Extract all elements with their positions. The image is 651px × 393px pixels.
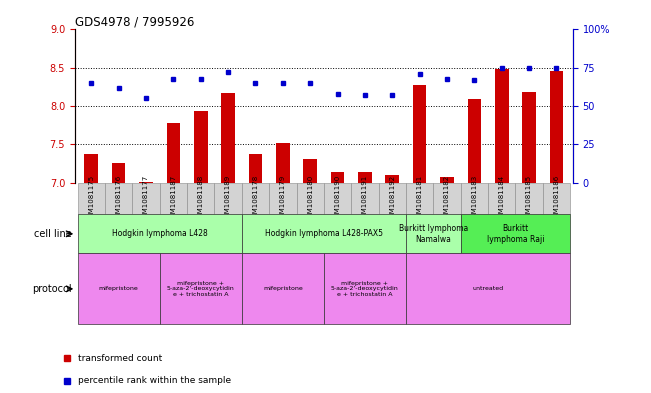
Bar [139, 182, 153, 183]
Bar [221, 93, 235, 183]
Text: GSM1081182: GSM1081182 [444, 175, 450, 222]
Bar [495, 68, 508, 183]
Text: GSM1081186: GSM1081186 [553, 175, 559, 222]
Text: mifepristone +
5-aza-2'-deoxycytidin
e + trichostatin A: mifepristone + 5-aza-2'-deoxycytidin e +… [331, 281, 399, 297]
Bar [269, 183, 296, 214]
Bar [276, 143, 290, 183]
Text: GSM1081179: GSM1081179 [280, 175, 286, 222]
Bar [413, 84, 426, 183]
Bar [132, 183, 159, 214]
Bar [385, 175, 399, 183]
Text: GSM1081183: GSM1081183 [471, 175, 477, 222]
Bar [331, 172, 344, 183]
Text: GDS4978 / 7995926: GDS4978 / 7995926 [75, 15, 194, 28]
Bar [77, 214, 242, 253]
Bar [488, 183, 516, 214]
Bar [159, 253, 242, 324]
Bar [516, 183, 543, 214]
Bar [549, 71, 563, 183]
Text: GSM1081181: GSM1081181 [417, 175, 422, 222]
Bar [461, 183, 488, 214]
Bar [303, 159, 317, 183]
Bar [379, 183, 406, 214]
Text: GSM1081176: GSM1081176 [116, 175, 122, 222]
Text: mifepristone: mifepristone [99, 286, 139, 291]
Bar [242, 214, 406, 253]
Bar [324, 183, 352, 214]
Bar [159, 183, 187, 214]
Text: untreated: untreated [473, 286, 504, 291]
Bar [77, 183, 105, 214]
Bar [406, 183, 434, 214]
Text: Hodgkin lymphoma L428: Hodgkin lymphoma L428 [112, 230, 208, 238]
Bar [324, 253, 406, 324]
Text: protocol: protocol [32, 284, 72, 294]
Text: GSM1081191: GSM1081191 [362, 175, 368, 222]
Bar [112, 163, 126, 183]
Text: GSM1081177: GSM1081177 [143, 175, 149, 222]
Bar [105, 183, 132, 214]
Text: Hodgkin lymphoma L428-PAX5: Hodgkin lymphoma L428-PAX5 [265, 230, 383, 238]
Text: GSM1081187: GSM1081187 [171, 175, 176, 222]
Bar [77, 253, 159, 324]
Text: cell line: cell line [34, 229, 72, 239]
Text: GSM1081180: GSM1081180 [307, 175, 313, 222]
Bar [461, 214, 570, 253]
Bar [167, 123, 180, 183]
Text: GSM1081189: GSM1081189 [225, 175, 231, 222]
Bar [434, 183, 461, 214]
Bar [249, 154, 262, 183]
Bar [543, 183, 570, 214]
Text: GSM1081175: GSM1081175 [89, 175, 94, 222]
Bar [242, 183, 269, 214]
Text: GSM1081184: GSM1081184 [499, 175, 505, 222]
Bar [406, 214, 461, 253]
Bar [296, 183, 324, 214]
Text: mifepristone +
5-aza-2'-deoxycytidin
e + trichostatin A: mifepristone + 5-aza-2'-deoxycytidin e +… [167, 281, 234, 297]
Bar [440, 177, 454, 183]
Text: Burkitt
lymphoma Raji: Burkitt lymphoma Raji [487, 224, 544, 244]
Text: GSM1081190: GSM1081190 [335, 175, 340, 222]
Bar [522, 92, 536, 183]
Bar [467, 99, 481, 183]
Bar [85, 154, 98, 183]
Bar [352, 183, 379, 214]
Text: mifepristone: mifepristone [263, 286, 303, 291]
Text: GSM1081185: GSM1081185 [526, 175, 532, 222]
Bar [242, 253, 324, 324]
Text: transformed count: transformed count [77, 354, 162, 363]
Text: Burkitt lymphoma
Namalwa: Burkitt lymphoma Namalwa [398, 224, 468, 244]
Bar [406, 253, 570, 324]
Bar [214, 183, 242, 214]
Text: percentile rank within the sample: percentile rank within the sample [77, 376, 230, 385]
Text: GSM1081192: GSM1081192 [389, 175, 395, 222]
Bar [187, 183, 214, 214]
Bar [358, 172, 372, 183]
Text: GSM1081178: GSM1081178 [253, 175, 258, 222]
Bar [194, 112, 208, 183]
Text: GSM1081188: GSM1081188 [198, 175, 204, 222]
